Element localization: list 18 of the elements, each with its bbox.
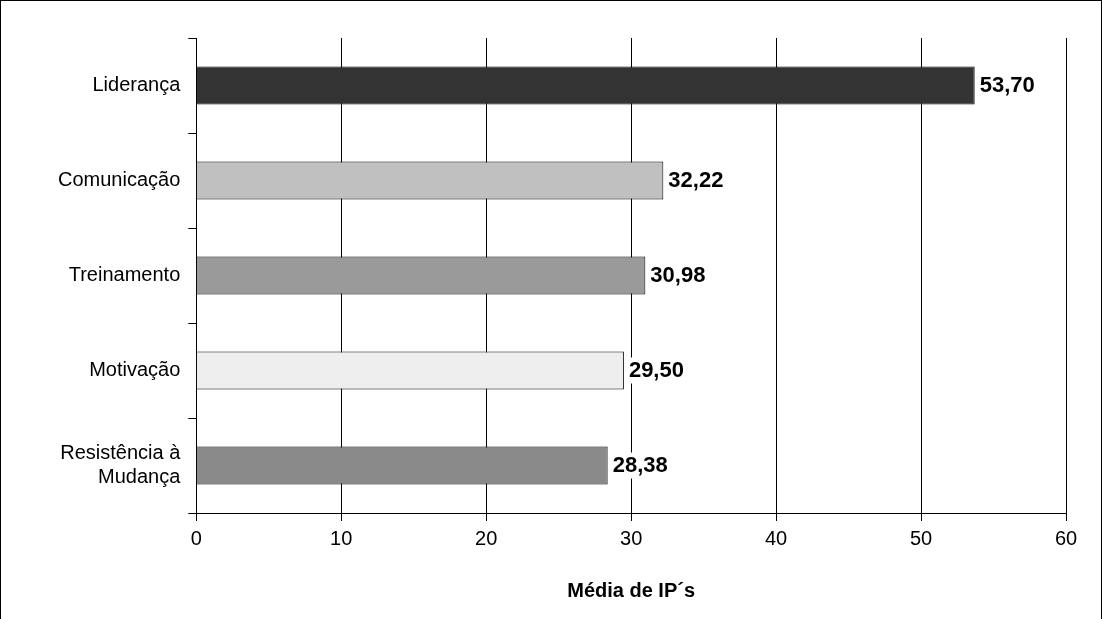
y-tick-label: Liderança bbox=[92, 73, 182, 96]
data-label: 30,98 bbox=[650, 261, 706, 287]
x-tick-label: 0 bbox=[190, 526, 202, 549]
x-tick-label: 40 bbox=[764, 526, 788, 549]
data-label: 29,50 bbox=[628, 356, 684, 382]
y-tick-label: Motivação bbox=[89, 358, 181, 381]
data-label: 53,70 bbox=[979, 71, 1035, 97]
y-tick-label: Resistência à Mudança bbox=[60, 441, 182, 488]
x-axis-title: Média de IP´s bbox=[567, 578, 696, 601]
data-label: 28,38 bbox=[612, 451, 668, 477]
x-tick-label: 30 bbox=[620, 526, 643, 549]
x-tick-label: 10 bbox=[330, 526, 353, 549]
data-label: 32,22 bbox=[668, 166, 724, 192]
y-tick-label: Treinamento bbox=[68, 263, 181, 286]
x-tick-label: 60 bbox=[1054, 526, 1078, 549]
y-tick-label: Comunicação bbox=[57, 168, 181, 191]
x-tick-label: 50 bbox=[909, 526, 933, 549]
x-tick-label: 20 bbox=[475, 526, 498, 549]
